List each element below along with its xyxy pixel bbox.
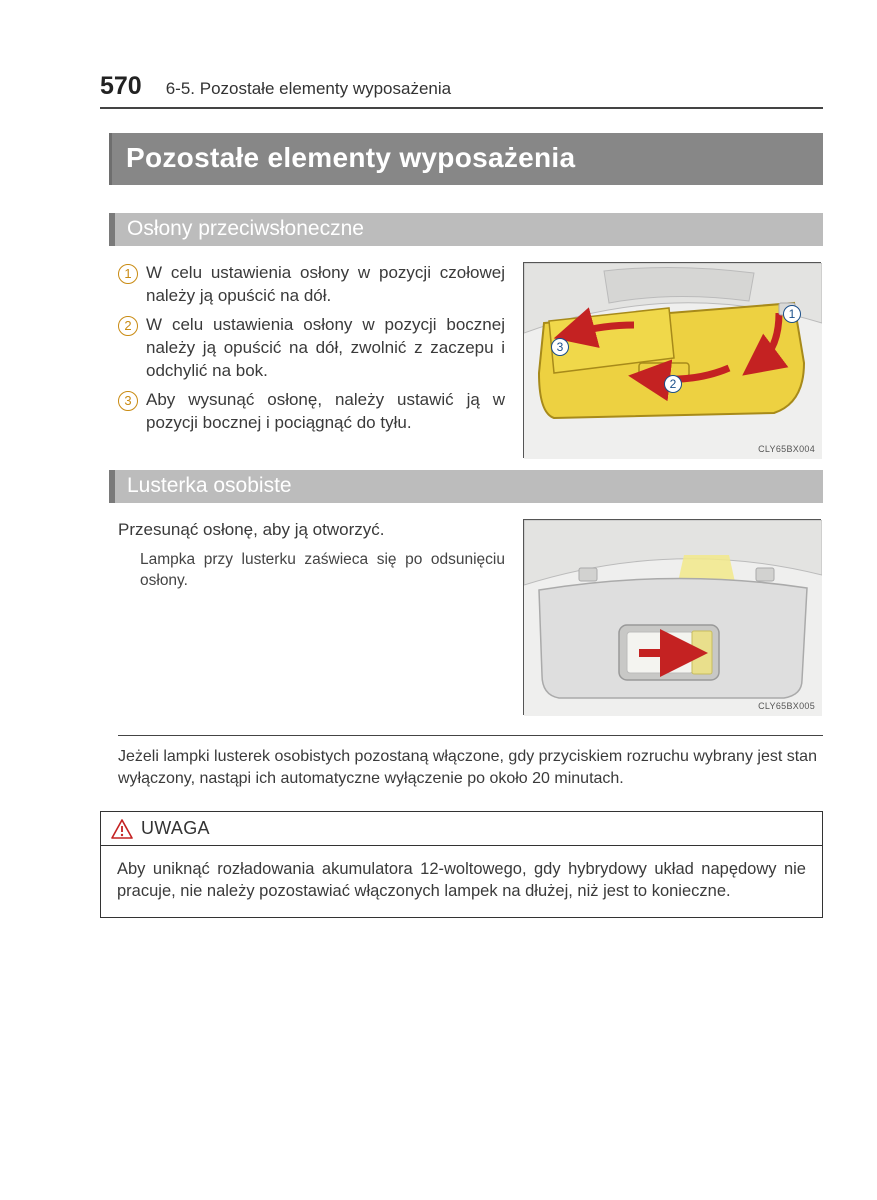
- caution-title: UWAGA: [141, 818, 210, 839]
- figure2-code: CLY65BX005: [758, 701, 815, 711]
- section2-text: Przesunąć osłonę, aby ją otworzyć. Lampk…: [118, 519, 505, 592]
- page-header: 570 6-5. Pozostałe elementy wyposażenia: [100, 72, 823, 109]
- step-marker-2: 2: [118, 316, 138, 336]
- step-text-2: W celu ustawienia osłony w pozycji boczn…: [146, 314, 505, 383]
- main-title-inner: Pozostałe elementy wyposażenia: [112, 133, 823, 185]
- section1-text: 1 W celu ustawienia osłony w pozycji czo…: [118, 262, 505, 441]
- warning-icon: [111, 819, 133, 839]
- section2-lead: Przesunąć osłonę, aby ją otworzyć.: [118, 519, 505, 542]
- section-heading-bar: Osłony przeciwsłoneczne: [109, 213, 823, 246]
- manual-page: 570 6-5. Pozostałe elementy wyposażenia …: [0, 0, 877, 918]
- vanity-mirror-figure: CLY65BX005: [523, 519, 821, 715]
- caution-header: UWAGA: [101, 812, 822, 846]
- main-title: Pozostałe elementy wyposażenia: [126, 142, 575, 173]
- list-item: 3 Aby wysunąć osłonę, należy ustawić ją …: [118, 389, 505, 435]
- section2-sub: Lampka przy lusterku zaświeca się po ods…: [140, 550, 505, 592]
- step-text-1: W celu ustawienia osłony w pozycji czoło…: [146, 262, 505, 308]
- section1-heading: Osłony przeciwsłoneczne: [127, 217, 364, 240]
- caution-body: Aby uniknąć rozładowania akumulatora 12-…: [101, 846, 822, 917]
- figure-label-1: 1: [783, 305, 801, 323]
- figure-label-2: 2: [664, 375, 682, 393]
- section2-figure-col: CLY65BX005: [523, 519, 823, 715]
- list-item: 2 W celu ustawienia osłony w pozycji boc…: [118, 314, 505, 383]
- step-text-3: Aby wysunąć osłonę, należy ustawić ją w …: [146, 389, 505, 435]
- sun-visor-figure: 1 2 3 CLY65BX004: [523, 262, 821, 458]
- figure1-code: CLY65BX004: [758, 444, 815, 454]
- section2-heading: Lusterka osobiste: [127, 474, 292, 497]
- breadcrumb: 6-5. Pozostałe elementy wyposażenia: [166, 79, 451, 99]
- page-number: 570: [100, 72, 142, 101]
- step-marker-3: 3: [118, 391, 138, 411]
- divider-line: [118, 735, 823, 736]
- caution-box: UWAGA Aby uniknąć rozładowania akumulato…: [100, 811, 823, 918]
- figure-label-3: 3: [551, 338, 569, 356]
- list-item: 1 W celu ustawienia osłony w pozycji czo…: [118, 262, 505, 308]
- section2-content: Przesunąć osłonę, aby ją otworzyć. Lampk…: [118, 519, 823, 715]
- main-title-bar: Pozostałe elementy wyposażenia: [109, 133, 823, 185]
- section1-content: 1 W celu ustawienia osłony w pozycji czo…: [118, 262, 823, 458]
- section-heading-bar: Lusterka osobiste: [109, 470, 823, 503]
- vanity-mirror-svg: [524, 520, 822, 716]
- sun-visor-svg: [524, 263, 822, 459]
- section1-figure-col: 1 2 3 CLY65BX004: [523, 262, 823, 458]
- note-paragraph: Jeżeli lampki lusterek osobistych pozost…: [118, 746, 823, 789]
- step-marker-1: 1: [118, 264, 138, 284]
